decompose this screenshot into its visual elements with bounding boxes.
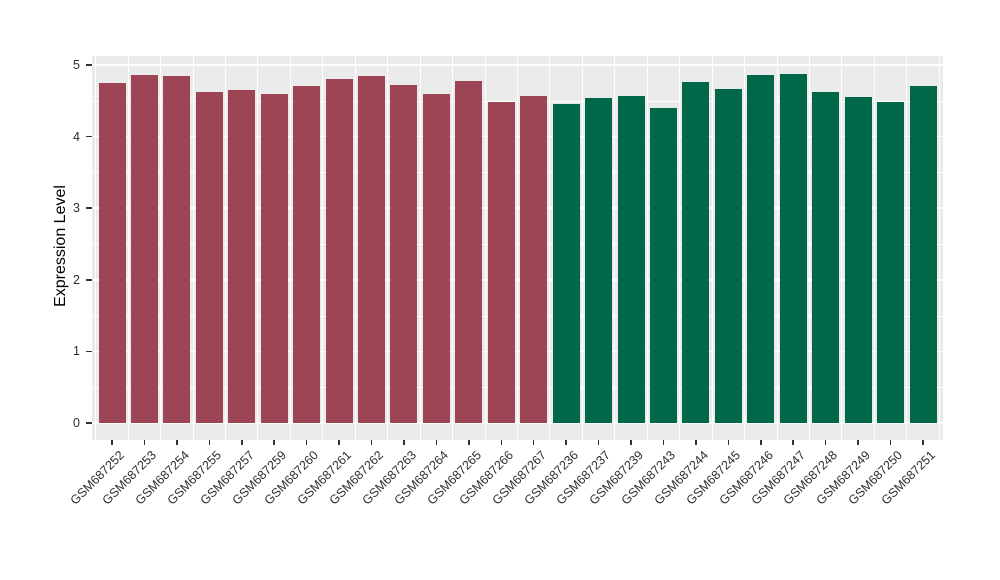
bar-GSM687245 <box>714 89 742 423</box>
y-tick-mark <box>86 207 92 209</box>
x-tick-mark <box>305 440 308 445</box>
minor-gridline-vertical <box>517 56 518 440</box>
bar-GSM687247 <box>779 73 807 423</box>
y-tick-label: 1 <box>73 344 80 359</box>
minor-gridline-vertical <box>646 56 648 440</box>
bar-GSM687253 <box>130 75 158 423</box>
bar-GSM687257 <box>228 90 256 423</box>
minor-gridline-vertical <box>387 56 389 440</box>
x-tick-mark <box>176 440 178 445</box>
x-tick-mark <box>208 440 211 445</box>
bar-GSM687251 <box>909 86 937 423</box>
minor-gridline-vertical <box>225 56 227 440</box>
x-tick-mark <box>273 440 275 445</box>
x-tick-mark <box>532 440 535 445</box>
bar-GSM687264 <box>422 93 450 423</box>
bar-GSM687250 <box>877 101 905 423</box>
bar-GSM687259 <box>260 93 288 423</box>
minor-gridline-vertical <box>419 56 421 440</box>
minor-gridline-vertical <box>679 56 681 440</box>
bar-GSM687249 <box>844 96 872 423</box>
x-tick-mark <box>792 440 794 445</box>
bar-GSM687265 <box>455 81 483 423</box>
y-tick-label: 0 <box>73 416 80 430</box>
minor-gridline-vertical <box>873 56 875 440</box>
x-tick-mark <box>630 440 632 445</box>
x-tick-mark <box>760 440 762 445</box>
y-tick-mark <box>86 350 92 353</box>
minor-gridline-vertical <box>192 56 194 440</box>
y-tick-label: 3 <box>73 201 80 216</box>
minor-gridline-vertical <box>354 56 356 440</box>
bar-GSM687267 <box>520 95 548 423</box>
bar-GSM687246 <box>747 75 775 423</box>
minor-gridline-vertical <box>160 56 162 440</box>
minor-gridline-vertical <box>484 56 486 440</box>
bar-GSM687254 <box>163 76 191 423</box>
minor-gridline-vertical <box>906 56 908 440</box>
minor-gridline-vertical <box>614 56 616 440</box>
x-tick-mark <box>111 440 113 445</box>
minor-gridline-vertical <box>289 56 291 440</box>
plot-panel <box>92 56 943 440</box>
bar-GSM687248 <box>812 92 840 423</box>
x-tick-mark <box>597 440 600 445</box>
minor-gridline-vertical <box>938 56 940 440</box>
bar-GSM687261 <box>325 78 353 423</box>
y-tick-mark <box>86 64 92 66</box>
bar-GSM687237 <box>585 97 613 423</box>
x-tick-mark <box>824 440 827 445</box>
x-tick-mark <box>662 440 665 445</box>
x-tick-mark <box>143 440 146 445</box>
x-tick-mark <box>695 440 697 445</box>
minor-gridline-vertical <box>808 56 810 440</box>
x-tick-mark <box>922 440 924 445</box>
minor-gridline-vertical <box>322 56 324 440</box>
minor-gridline-vertical <box>744 56 746 440</box>
bar-GSM687262 <box>358 76 386 423</box>
minor-gridline-vertical <box>95 56 97 440</box>
bar-GSM687243 <box>649 107 677 423</box>
x-tick-mark <box>727 440 730 445</box>
bar-GSM687255 <box>195 91 223 423</box>
bar-GSM687239 <box>617 95 645 423</box>
x-tick-mark <box>468 440 470 445</box>
x-tick-mark <box>338 440 340 445</box>
x-tick-mark <box>565 440 567 445</box>
bar-GSM687263 <box>390 85 418 423</box>
minor-gridline-vertical <box>711 56 713 440</box>
bar-GSM687260 <box>293 86 321 423</box>
minor-gridline-vertical <box>549 56 551 440</box>
minor-gridline-vertical <box>841 56 843 440</box>
y-tick-label: 5 <box>73 58 80 72</box>
bar-GSM687252 <box>98 82 126 423</box>
x-tick-mark <box>403 440 405 445</box>
y-tick-mark <box>86 135 92 138</box>
y-tick-mark <box>86 279 92 281</box>
x-tick-mark <box>435 440 438 445</box>
y-tick-label: 2 <box>73 272 80 287</box>
minor-gridline-vertical <box>776 56 778 440</box>
minor-gridline-vertical <box>257 56 259 440</box>
x-tick-mark <box>857 440 859 445</box>
x-tick-mark <box>370 440 373 445</box>
bar-GSM687266 <box>487 101 515 423</box>
bar-GSM687236 <box>552 103 580 423</box>
y-tick-label: 4 <box>73 129 80 144</box>
minor-gridline-vertical <box>581 56 583 440</box>
y-tick-mark <box>86 422 92 424</box>
x-tick-mark <box>889 440 892 445</box>
minor-gridline-vertical <box>127 56 129 440</box>
bar-GSM687244 <box>682 82 710 423</box>
x-tick-mark <box>241 440 243 445</box>
x-tick-mark <box>500 440 503 445</box>
minor-gridline-vertical <box>452 56 454 440</box>
